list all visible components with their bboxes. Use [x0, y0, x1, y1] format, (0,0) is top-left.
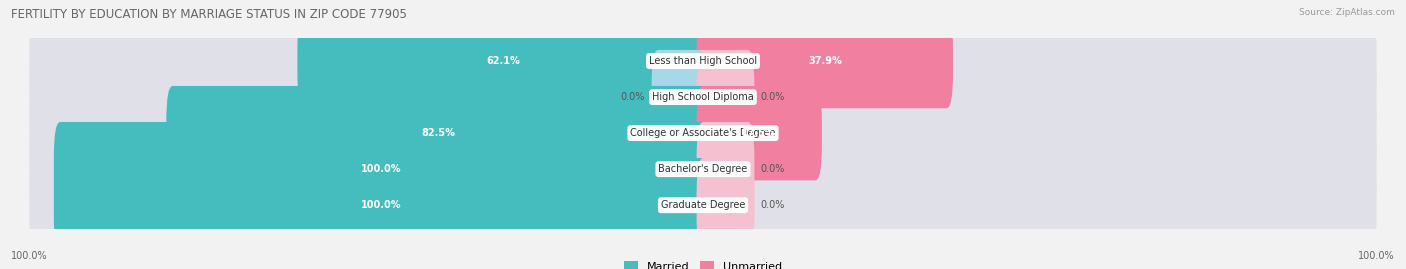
Text: High School Diploma: High School Diploma [652, 92, 754, 102]
Text: 0.0%: 0.0% [761, 92, 785, 102]
FancyBboxPatch shape [696, 50, 755, 144]
Text: FERTILITY BY EDUCATION BY MARRIAGE STATUS IN ZIP CODE 77905: FERTILITY BY EDUCATION BY MARRIAGE STATU… [11, 8, 408, 21]
Text: 17.5%: 17.5% [742, 128, 776, 138]
FancyBboxPatch shape [53, 158, 710, 252]
Text: 82.5%: 82.5% [420, 128, 454, 138]
FancyBboxPatch shape [298, 14, 710, 108]
Text: 0.0%: 0.0% [621, 92, 645, 102]
FancyBboxPatch shape [30, 122, 710, 216]
Text: Less than High School: Less than High School [650, 56, 756, 66]
Text: 0.0%: 0.0% [761, 200, 785, 210]
FancyBboxPatch shape [696, 158, 755, 252]
FancyBboxPatch shape [696, 122, 755, 216]
Text: 62.1%: 62.1% [486, 56, 520, 66]
FancyBboxPatch shape [696, 14, 1376, 108]
Text: Graduate Degree: Graduate Degree [661, 200, 745, 210]
Legend: Married, Unmarried: Married, Unmarried [620, 257, 786, 269]
Text: 100.0%: 100.0% [11, 251, 48, 261]
FancyBboxPatch shape [696, 14, 953, 108]
FancyBboxPatch shape [30, 158, 710, 252]
FancyBboxPatch shape [53, 122, 710, 216]
FancyBboxPatch shape [696, 122, 1376, 216]
FancyBboxPatch shape [30, 86, 710, 180]
Text: 100.0%: 100.0% [1358, 251, 1395, 261]
FancyBboxPatch shape [696, 158, 1376, 252]
FancyBboxPatch shape [696, 86, 823, 180]
Text: 100.0%: 100.0% [361, 164, 402, 174]
Text: 37.9%: 37.9% [808, 56, 842, 66]
FancyBboxPatch shape [30, 14, 710, 108]
FancyBboxPatch shape [30, 50, 710, 144]
FancyBboxPatch shape [166, 86, 710, 180]
FancyBboxPatch shape [651, 50, 710, 144]
FancyBboxPatch shape [696, 50, 1376, 144]
Text: 0.0%: 0.0% [761, 164, 785, 174]
Text: Bachelor's Degree: Bachelor's Degree [658, 164, 748, 174]
Text: College or Associate's Degree: College or Associate's Degree [630, 128, 776, 138]
FancyBboxPatch shape [696, 86, 1376, 180]
Text: 100.0%: 100.0% [361, 200, 402, 210]
Text: Source: ZipAtlas.com: Source: ZipAtlas.com [1299, 8, 1395, 17]
